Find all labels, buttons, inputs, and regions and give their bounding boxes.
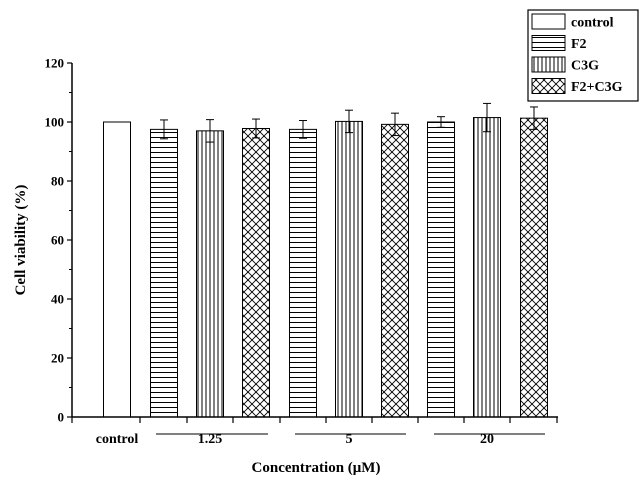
group-label-20: 20 [480,432,494,447]
error-bar-20-C3G [483,102,491,133]
legend-item-control: control [531,13,614,31]
error-bar-1.25-F2+C3G [252,118,260,139]
bar-20-F2+C3G [520,117,548,418]
bar-20-C3G [473,117,501,418]
group-label-5: 5 [346,432,353,447]
y-tick-label: 0 [58,410,65,425]
legend-label: C3G [571,59,599,74]
bar-5-F2+C3G [381,123,409,418]
legend-swatch [531,13,566,30]
y-tick-label: 60 [51,233,64,248]
legend-item-F2+C3G: F2+C3G [531,78,623,95]
legend-item-C3G: C3G [531,56,599,74]
error-bar-5-F2+C3G [391,112,399,137]
bar-1.25-C3G [196,130,224,418]
bar-5-F2 [289,128,317,418]
y-tick-label: 100 [45,115,65,130]
y-tick-label: 120 [45,56,65,71]
legend-swatch [531,35,566,51]
y-tick-label: 20 [51,351,64,366]
error-bar-20-F2 [437,116,445,128]
legend-label: control [571,16,614,31]
group-label-control: control [96,432,139,447]
x-axis-title: Concentration (μM) [252,460,381,476]
chart-marks [103,102,548,418]
legend-label: F2+C3G [571,80,623,95]
error-bar-5-F2 [299,120,307,139]
bar-20-F2 [427,121,455,418]
bar-5-C3G [335,120,363,418]
y-tick-label: 40 [51,292,64,307]
y-axis-title: Cell viability (%) [13,185,29,296]
legend-item-F2: F2 [531,35,587,52]
legend: control F2 C3G F2+C3G [527,9,639,102]
bar-control-control [103,121,131,418]
group-label-1.25: 1.25 [198,432,223,447]
error-bar-1.25-C3G [206,119,214,143]
error-bar-1.25-F2 [160,119,168,140]
chart-axes: 0 20 40 60 80 100 120 control 1.25 5 20 [45,56,558,447]
bar-1.25-F2+C3G [242,127,270,418]
y-tick-label: 80 [51,174,64,189]
bar-1.25-F2 [150,128,178,418]
error-bar-20-F2+C3G [530,106,538,130]
legend-label: F2 [571,37,587,52]
legend-swatch [531,56,566,73]
legend-swatch [531,78,566,94]
error-bar-5-C3G [345,109,353,134]
